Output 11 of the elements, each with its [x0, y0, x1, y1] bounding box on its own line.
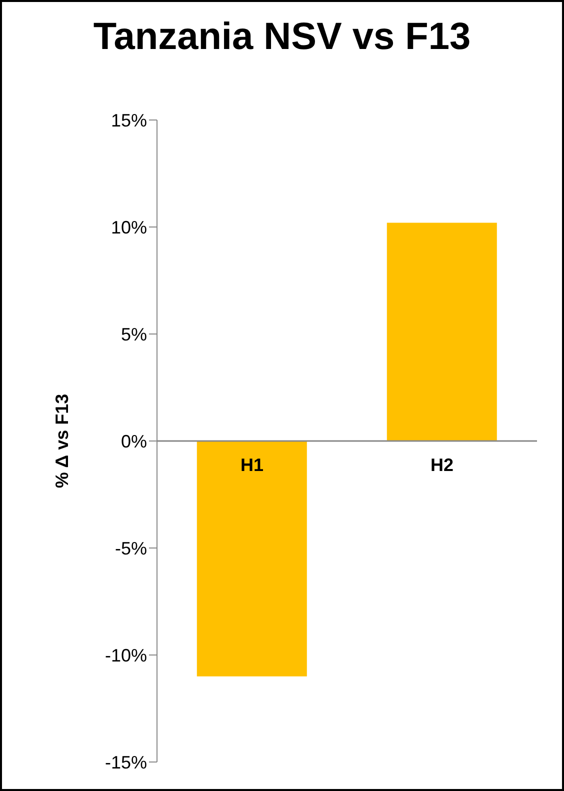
chart-title: Tanzania NSV vs F13: [92, 16, 472, 59]
y-tick-label: 5%: [120, 324, 147, 344]
x-tick-label: H2: [430, 455, 454, 475]
x-tick-label: H1: [240, 455, 264, 475]
y-tick-label: 15%: [110, 110, 147, 130]
y-axis-title: % Δ vs F13: [52, 394, 72, 488]
y-tick-label: 10%: [110, 217, 147, 238]
y-tick-label: 0%: [120, 431, 147, 452]
y-tick-label: -15%: [104, 752, 147, 772]
y-tick-label: -5%: [114, 538, 147, 558]
y-tick-label: -10%: [104, 645, 147, 666]
